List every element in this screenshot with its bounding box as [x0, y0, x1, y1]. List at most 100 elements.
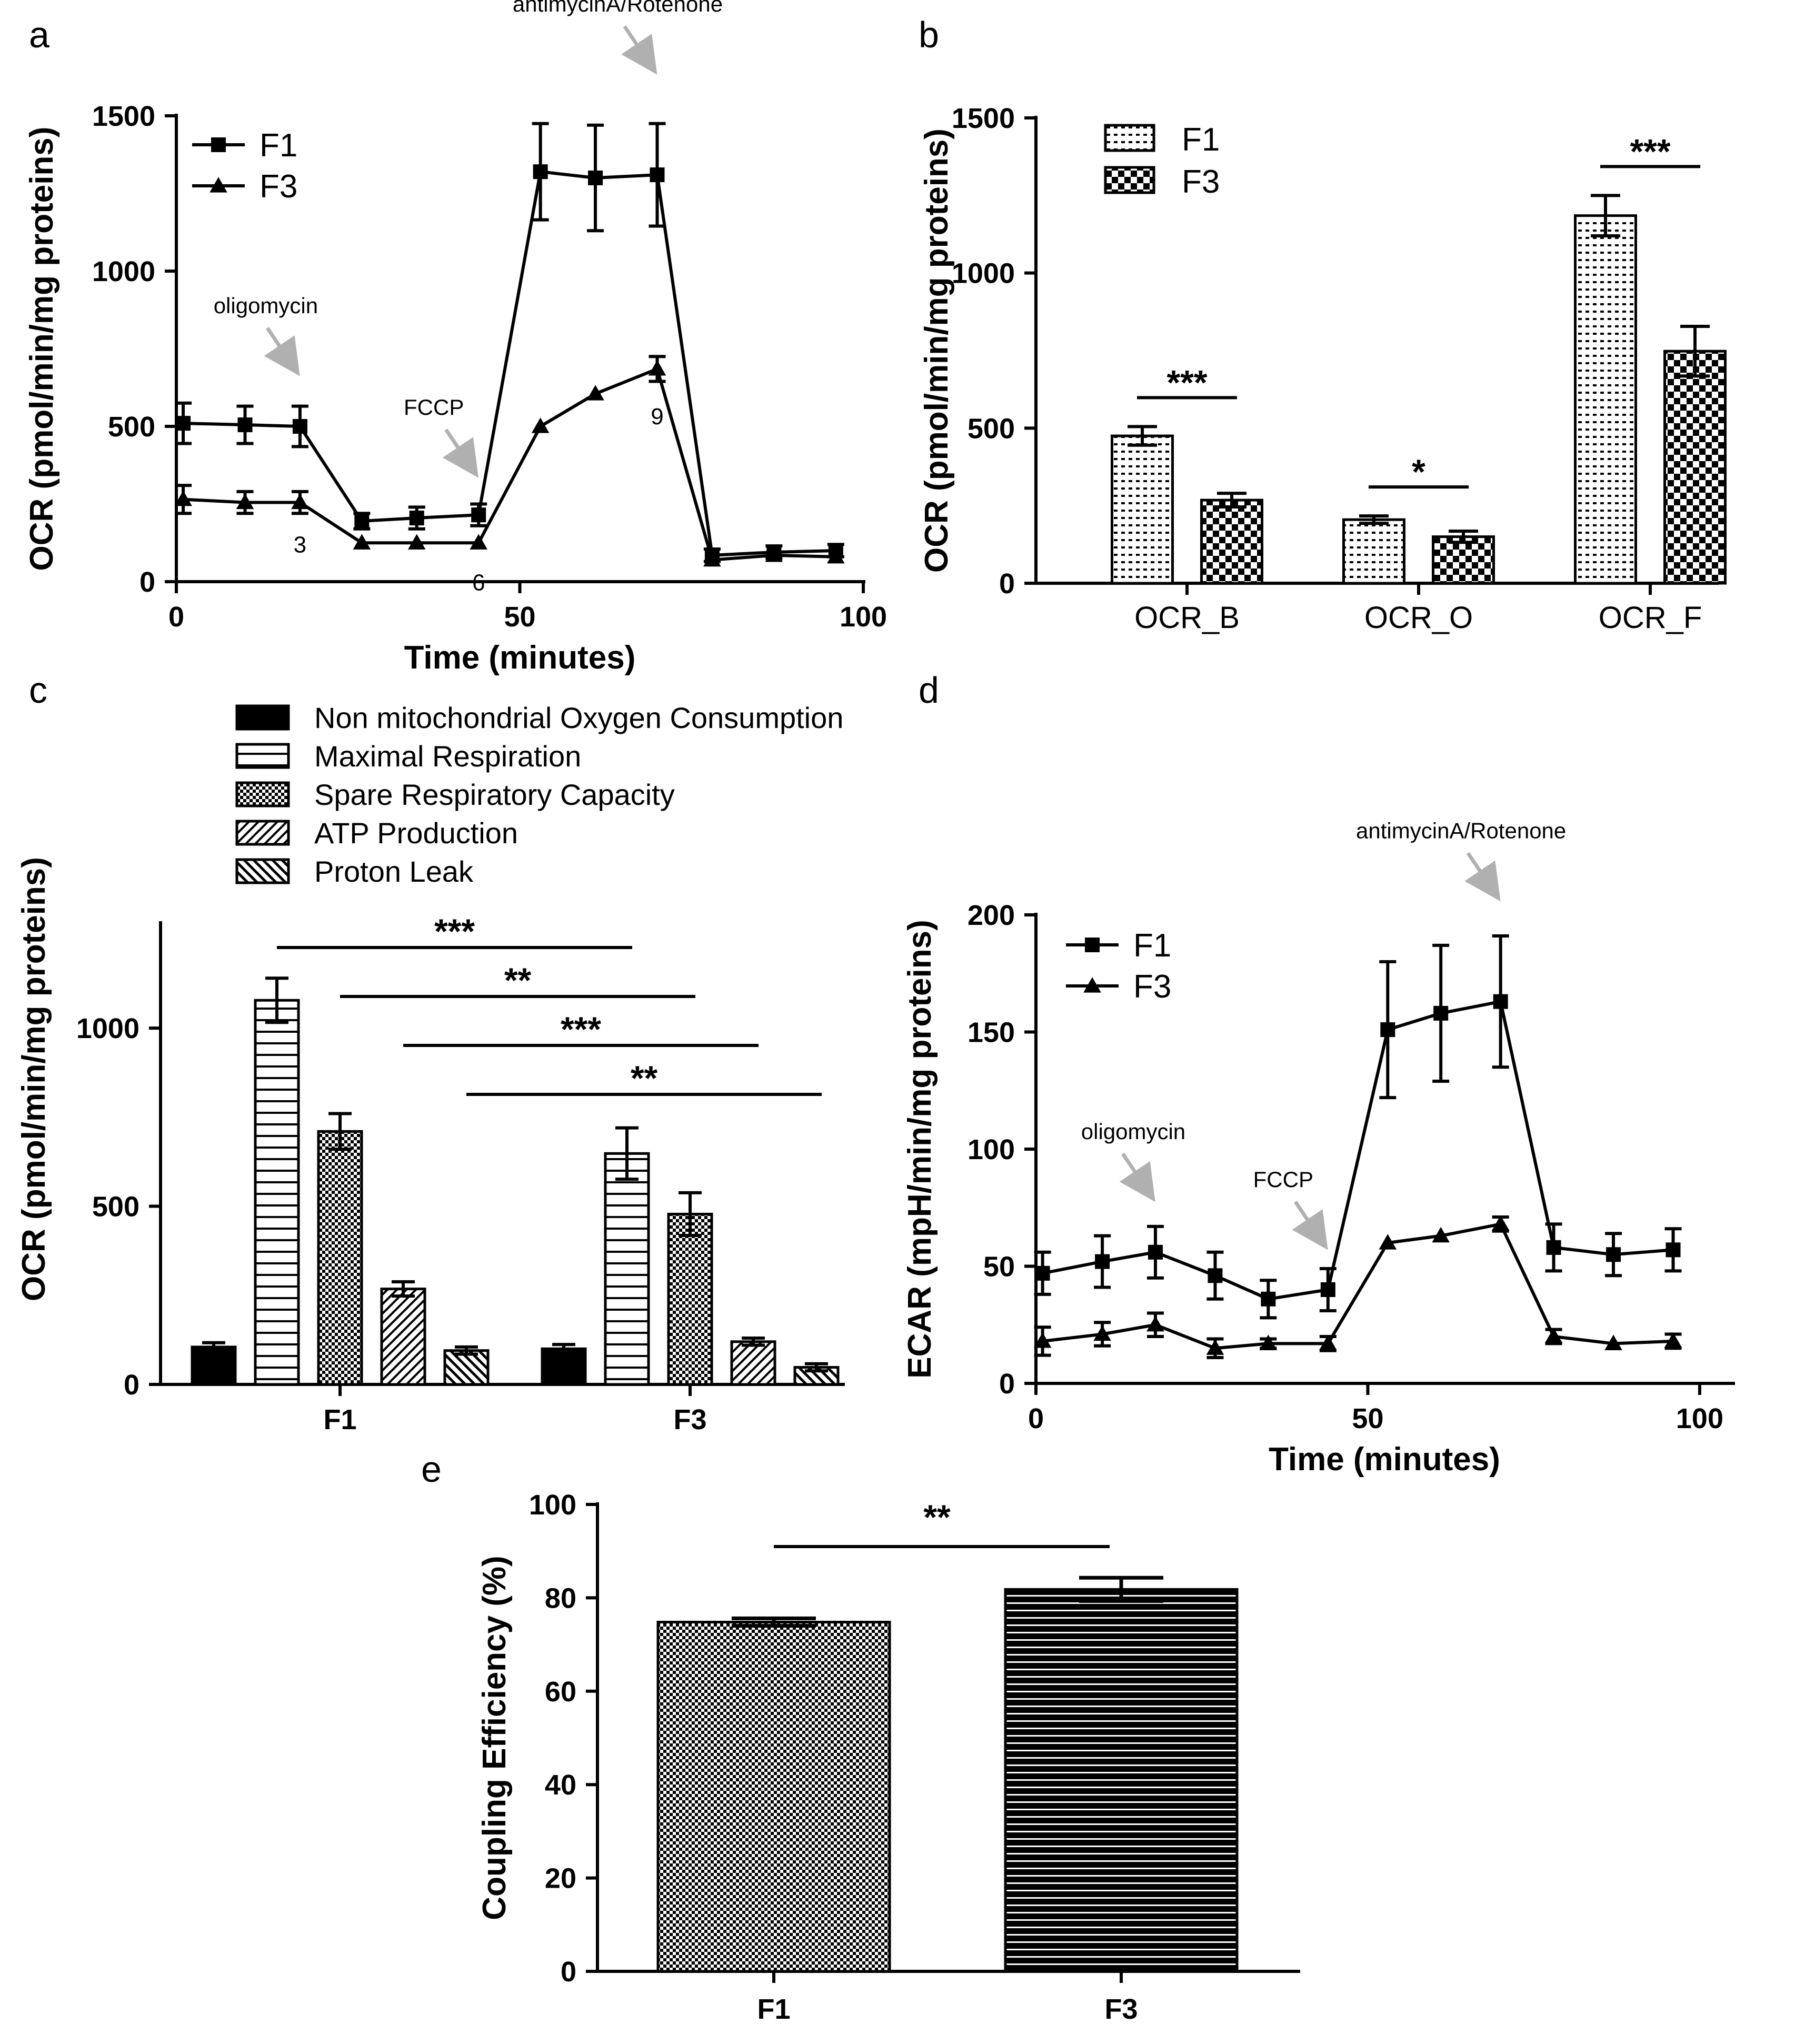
bar-atp-production-F1: [380, 1288, 426, 1386]
data-point-F1: [1148, 1244, 1163, 1260]
data-point-F1: [1320, 1282, 1335, 1297]
injection-arrow: [442, 428, 479, 478]
x-tick-label: 50: [504, 601, 535, 633]
x-axis-title: Time (minutes): [404, 640, 636, 676]
error-bar: [1680, 325, 1710, 378]
legend-swatch: [1104, 124, 1155, 152]
error-bar: [1217, 492, 1246, 509]
data-point-F3: [827, 548, 845, 564]
error-bar: [392, 1280, 415, 1298]
data-point-F3: [1432, 1227, 1450, 1243]
panel-d: d 0 50 100 150 200 0 50 100 Time (minutes) ECAR (m…: [902, 670, 1735, 1478]
data-point-F1: [1035, 1265, 1050, 1281]
significance-label: ***: [434, 912, 475, 951]
legend-label: Spare Respiratory Capacity: [314, 778, 675, 811]
data-point-F1: [409, 511, 424, 526]
injection-label: antimycinA/Rotenone: [1356, 819, 1566, 843]
bar-F1-OCR_O: [1342, 518, 1405, 585]
legend-swatch: [1104, 166, 1155, 194]
data-point-F3: [291, 493, 309, 510]
y-tick-label: 100: [529, 1489, 576, 1521]
error-bar: [265, 976, 288, 1024]
y-tick-label: 1000: [952, 258, 1015, 290]
legend-swatch: [235, 820, 290, 846]
x-tick-label: 50: [1352, 1403, 1383, 1434]
x-tick-label: 0: [1028, 1403, 1044, 1434]
data-point-F1: [650, 167, 665, 183]
injection-label: oligomycin: [214, 293, 318, 318]
legend-swatch: [235, 743, 290, 769]
legend-label: F1: [260, 127, 297, 164]
point-label: 3: [294, 532, 306, 558]
panel-letter: a: [29, 14, 49, 55]
data-point-F1: [1095, 1254, 1110, 1269]
panel-e: e 0 20 40 60 80 100 Coupling Efficiency (%) F1 F3…: [421, 1449, 1300, 2025]
data-point-F3: [765, 546, 783, 562]
injection-label: antimycinA/Rotenone: [513, 0, 723, 16]
y-tick-label: 0: [999, 1368, 1015, 1400]
injection-arrow: [1119, 1152, 1155, 1202]
y-tick-label: 1000: [76, 1013, 139, 1044]
legend-marker: [211, 137, 226, 152]
data-point-F1: [471, 507, 486, 523]
y-tick-label: 200: [968, 900, 1015, 931]
data-point-F3: [1604, 1334, 1622, 1350]
bar-maximal-respiration-F1: [254, 999, 300, 1386]
data-point-F1: [292, 419, 307, 434]
y-tick-label: 500: [968, 413, 1015, 444]
data-point-F1: [1261, 1291, 1276, 1307]
data-point-F3: [703, 551, 721, 567]
x-tick-label: F3: [1104, 1993, 1138, 2025]
bar-spare-respiratory-capacity-F3: [667, 1212, 713, 1386]
error-bar: [1449, 529, 1478, 544]
data-point-F1: [1433, 1005, 1449, 1021]
y-tick-label: 100: [968, 1134, 1015, 1165]
series-line-F1: [1042, 1000, 1673, 1301]
bar-F1: [656, 1621, 891, 1973]
data-point-F1: [533, 164, 548, 180]
error-bar: [1359, 514, 1389, 525]
point-label: 9: [651, 404, 663, 430]
legend-swatch: [235, 781, 290, 807]
injection-arrow: [1292, 1201, 1328, 1250]
bar-F1-OCR_B: [1111, 434, 1174, 585]
error-bar: [202, 1341, 225, 1353]
legend-label: ATP Production: [314, 816, 518, 850]
error-bar: [805, 1362, 828, 1373]
legend-marker: [1085, 938, 1100, 952]
data-point-F1: [1546, 1240, 1561, 1255]
error-bar: [1591, 194, 1620, 237]
y-tick-label: 80: [545, 1582, 576, 1614]
data-point-F3: [470, 534, 487, 550]
legend-label: F3: [1182, 164, 1220, 200]
data-point-F3: [236, 493, 254, 510]
data-point-F3: [1664, 1332, 1682, 1348]
y-axis-title: OCR (pmol/min/mg proteins): [16, 857, 52, 1301]
injection-arrow: [621, 25, 657, 75]
data-point-F1: [354, 513, 370, 529]
data-point-F3: [1033, 1332, 1052, 1348]
data-point-F1: [1380, 1022, 1395, 1038]
data-point-F3: [1259, 1334, 1278, 1350]
x-tick-label: F1: [323, 1404, 356, 1435]
y-tick-label: 0: [999, 568, 1015, 600]
data-point-F3: [1206, 1339, 1224, 1355]
injection-label: FCCP: [404, 395, 464, 420]
series-line-F3: [1042, 1222, 1673, 1350]
y-tick-label: 150: [968, 1017, 1015, 1049]
data-point-F1: [1493, 994, 1508, 1009]
data-point-F1: [237, 417, 253, 433]
data-point-F1: [588, 171, 603, 185]
data-point-F1: [1666, 1242, 1681, 1258]
error-bar: [328, 1112, 352, 1151]
data-point-F3: [1491, 1215, 1510, 1231]
injection-label: FCCP: [1253, 1167, 1313, 1192]
y-tick-label: 60: [545, 1676, 576, 1708]
x-tick-label: OCR_B: [1134, 601, 1240, 635]
x-tick-label: 100: [840, 601, 887, 633]
bar-atp-production-F3: [730, 1340, 776, 1386]
significance-label: **: [504, 961, 532, 1000]
significance-label: ***: [1166, 363, 1207, 402]
